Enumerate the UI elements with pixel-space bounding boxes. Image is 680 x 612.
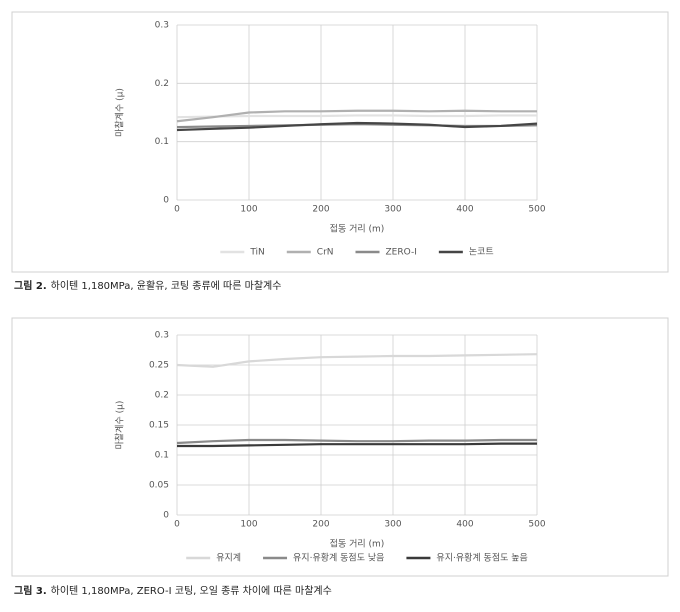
legend-label: TiN bbox=[249, 248, 264, 258]
x-axis-label: 접동 거리 (m) bbox=[330, 223, 385, 235]
y-tick-label: 0.05 bbox=[149, 481, 169, 491]
x-tick-label: 300 bbox=[384, 205, 401, 215]
legend-label: CrN bbox=[317, 248, 334, 258]
chart-frame bbox=[11, 11, 669, 273]
x-axis-label: 접동 거리 (m) bbox=[330, 538, 385, 550]
legend-label: 유지계 bbox=[216, 552, 241, 564]
x-tick-label: 400 bbox=[456, 205, 473, 215]
series-line bbox=[176, 109, 537, 123]
x-tick-label: 300 bbox=[384, 520, 401, 530]
caption: 하이텐 1,180MPa, 윤활유, 코팅 종류에 따른 마찰계수 bbox=[51, 279, 282, 292]
x-tick-label: 400 bbox=[456, 520, 473, 530]
y-tick-label: 0.2 bbox=[155, 79, 169, 89]
caption: 하이텐 1,180MPa, ZERO-Ⅰ 코팅, 오일 종류 차이에 따른 마찰… bbox=[51, 584, 332, 597]
y-tick-label: 0.25 bbox=[149, 361, 169, 371]
y-tick-label: 0.3 bbox=[155, 331, 169, 341]
series-line bbox=[177, 442, 537, 448]
caption-label: 그림 3. bbox=[14, 585, 47, 597]
x-tick-label: 0 bbox=[174, 205, 180, 215]
y-tick-label: 0.2 bbox=[155, 391, 169, 401]
legend-label: ZERO-Ⅰ bbox=[386, 248, 417, 258]
legend-label: 유지·유황계 동점도 높음 bbox=[436, 552, 527, 564]
y-tick-label: 0.1 bbox=[155, 451, 169, 461]
y-tick-label: 0.3 bbox=[155, 21, 169, 31]
y-tick-label: 0 bbox=[163, 511, 169, 521]
y-axis-label: 마찰계수 (μ) bbox=[114, 88, 126, 137]
legend-label: 유지·유황계 동점도 낮음 bbox=[293, 552, 384, 564]
y-tick-label: 0.1 bbox=[155, 137, 169, 147]
series-line bbox=[176, 121, 538, 132]
x-tick-label: 500 bbox=[528, 520, 545, 530]
series-line bbox=[176, 353, 538, 368]
x-tick-label: 100 bbox=[240, 205, 257, 215]
x-tick-label: 500 bbox=[528, 205, 545, 215]
x-tick-label: 100 bbox=[240, 520, 257, 530]
y-axis-label: 마찰계수 (μ) bbox=[114, 401, 126, 450]
y-tick-label: 0 bbox=[163, 196, 169, 206]
y-tick-label: 0.15 bbox=[149, 421, 169, 431]
legend-label: 논코트 bbox=[469, 247, 494, 258]
series-line bbox=[176, 114, 537, 119]
caption-label: 그림 2. bbox=[14, 280, 47, 292]
x-tick-label: 200 bbox=[312, 520, 329, 530]
x-tick-label: 0 bbox=[174, 520, 180, 530]
chart-frame bbox=[11, 317, 669, 577]
x-tick-label: 200 bbox=[312, 205, 329, 215]
series-line bbox=[176, 438, 537, 445]
